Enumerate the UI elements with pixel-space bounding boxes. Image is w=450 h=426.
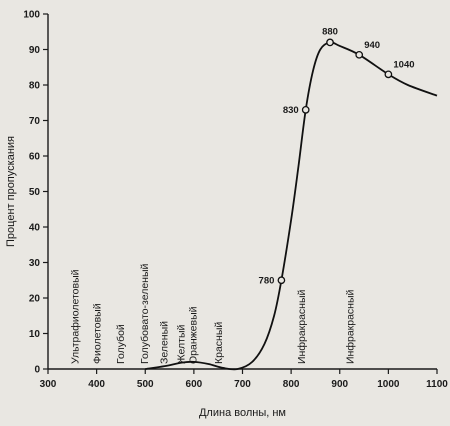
y-tick-label: 10: [29, 329, 41, 340]
y-tick-label: 40: [29, 223, 41, 234]
x-tick-label: 600: [186, 379, 203, 390]
marked-point-label: 940: [364, 40, 380, 51]
marked-point-label: 880: [322, 26, 338, 37]
x-tick-label: 800: [283, 379, 300, 390]
band-label: Инфракрасный: [296, 289, 308, 364]
x-tick-label: 300: [40, 379, 57, 390]
y-tick-label: 30: [29, 258, 41, 269]
band-label: Инфракрасный: [344, 289, 356, 364]
y-tick-label: 20: [29, 294, 41, 305]
marked-points: 780 830 880 940 1040: [259, 26, 415, 286]
marked-point: [301, 106, 310, 114]
marked-point-label: 1040: [393, 59, 414, 70]
transmission-curve: [145, 41, 438, 371]
band-label: Оранжевый: [187, 306, 199, 364]
marked-point-label: 780: [259, 275, 275, 286]
transmission-curve-group: [145, 41, 438, 371]
x-axis-label: Длина волны, нм: [199, 407, 286, 419]
x-tick-label: 700: [234, 379, 251, 390]
band-label: Ультрафиолетовый: [70, 269, 82, 364]
y-tick-label: 70: [29, 116, 41, 127]
band-label: Желтый: [175, 324, 187, 364]
x-tick-label: 1100: [426, 379, 448, 390]
marked-point: [326, 38, 334, 47]
band-label: Голубовато-зеленый: [139, 263, 151, 364]
band-label: Красный: [213, 322, 225, 364]
marked-point: [355, 50, 364, 59]
x-axis-ticks: 300 400 500 600 700 800 900 1000 1100: [40, 369, 448, 390]
y-tick-label: 50: [29, 187, 41, 198]
y-axis-label: Процент пропускания: [5, 136, 17, 247]
y-tick-label: 0: [34, 365, 40, 376]
band-label: Фиолетовый: [92, 303, 104, 364]
marked-point-label: 830: [283, 105, 299, 116]
band-label: Голубой: [115, 324, 127, 364]
x-tick-label: 1000: [377, 379, 400, 390]
spectrum-band-labels: Ультрафиолетовый Фиолетовый Голубой Голубов…: [70, 263, 357, 364]
y-tick-label: 80: [29, 81, 41, 92]
x-tick-label: 400: [88, 379, 105, 390]
band-label: Зеленый: [159, 321, 171, 364]
marked-point: [277, 276, 286, 285]
y-tick-label: 60: [29, 152, 41, 163]
y-tick-label: 100: [23, 10, 40, 21]
x-tick-label: 900: [331, 379, 348, 390]
marked-point: [384, 70, 393, 79]
y-axis-ticks: 0 10 20 30 40 50 60 70 80 90 100: [23, 10, 48, 376]
x-tick-label: 500: [137, 379, 154, 390]
y-tick-label: 90: [29, 45, 41, 56]
